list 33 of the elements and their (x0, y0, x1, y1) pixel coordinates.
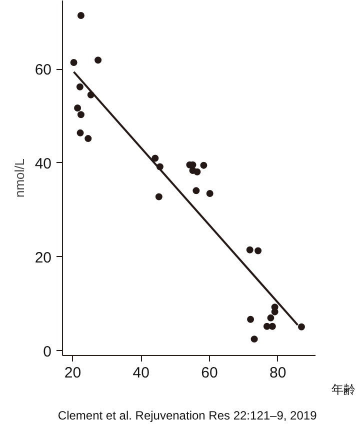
point (271, 308, 278, 316)
point (74, 104, 82, 112)
point (298, 323, 305, 330)
y-tick-label: 20 (34, 249, 52, 266)
point (192, 187, 200, 194)
point (70, 58, 78, 66)
point (247, 316, 254, 323)
y-tick-label: 0 (43, 343, 52, 360)
point (76, 129, 84, 136)
point (155, 193, 162, 200)
point (206, 190, 214, 197)
x-tick-label: 80 (270, 364, 286, 382)
point (250, 336, 258, 343)
y-axis-title: nmol/L (12, 158, 27, 198)
point (200, 162, 208, 169)
point (77, 111, 84, 118)
point (152, 154, 159, 162)
x-tick-label: 40 (132, 364, 150, 382)
point (76, 83, 84, 90)
y-tick-label: 60 (34, 62, 52, 79)
y-tick-label: 40 (34, 155, 52, 172)
x-axis-title: 年齢 (332, 382, 356, 396)
point (268, 322, 276, 330)
point (77, 12, 84, 20)
point (254, 247, 262, 254)
point (84, 135, 92, 142)
point (194, 168, 201, 176)
point (94, 56, 102, 64)
point (246, 246, 254, 254)
x-tick-label: 20 (64, 364, 82, 382)
x-tick-label: 60 (201, 364, 218, 382)
text: Clement et al. Rejuvenation Res 22:121–9, 2019 (58, 408, 318, 422)
point (267, 314, 274, 322)
